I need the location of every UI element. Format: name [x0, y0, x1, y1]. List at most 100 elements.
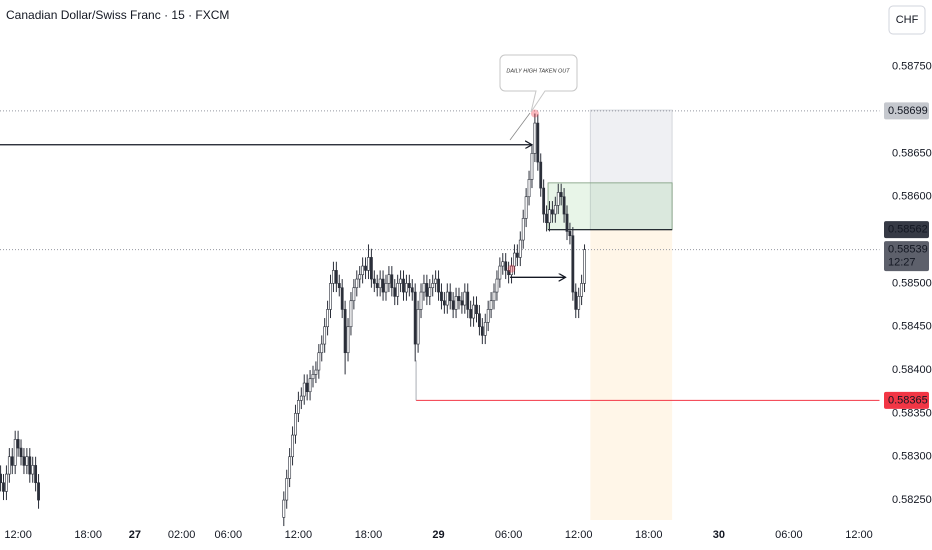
x-tick-label: 18:00 [74, 529, 102, 541]
candle-body [574, 291, 578, 310]
candle-body [536, 122, 540, 163]
candle-body [460, 300, 464, 306]
currency-button-label[interactable]: CHF [896, 14, 919, 26]
candle-body [5, 473, 8, 492]
candle-body [302, 382, 306, 397]
candle-body [2, 482, 5, 492]
x-tick-label: 12:00 [4, 529, 32, 541]
candle-body [530, 153, 534, 180]
candle-body [498, 265, 502, 280]
candle-body [28, 456, 32, 475]
candle-body [568, 231, 572, 237]
candle-body [486, 309, 490, 323]
candle-body [323, 326, 327, 345]
candle-body [305, 382, 309, 393]
candle-body [410, 287, 414, 293]
candle-body [478, 313, 481, 328]
candle-body [7, 456, 11, 475]
candle-body [527, 179, 531, 198]
candle-body [571, 235, 575, 293]
candle-body [0, 473, 2, 484]
candle-body [367, 257, 370, 271]
candle-body [510, 265, 513, 276]
x-tick-label: 18:00 [635, 529, 663, 541]
entry-tag-box [884, 221, 929, 239]
candle-body [533, 122, 537, 154]
candle-body [425, 283, 429, 297]
candle-body [352, 287, 356, 302]
candle-body [501, 261, 505, 267]
currency-button[interactable] [888, 5, 926, 35]
candle-body [326, 309, 329, 328]
candle-body [413, 291, 417, 345]
candle-body [282, 499, 286, 518]
candle-body [539, 161, 543, 189]
candle-body [504, 261, 508, 271]
candle-body [495, 278, 499, 293]
y-tick-label: 0.58300 [892, 451, 932, 463]
candle-body [580, 283, 584, 297]
candle-body [288, 456, 292, 479]
candle-body [445, 291, 449, 306]
y-tick-label: 0.58500 [892, 277, 932, 289]
candle-body [559, 192, 563, 198]
candle-body [483, 322, 487, 336]
candle-body [37, 482, 40, 501]
candle-body [562, 196, 566, 215]
marker [507, 264, 516, 273]
x-tick-label: 12:00 [845, 529, 873, 541]
y-tick-label: 0.58250 [892, 494, 932, 506]
candle-body [387, 274, 391, 284]
candle-body [565, 213, 569, 232]
candle-body [393, 287, 397, 297]
y-tick-label: 0.58600 [892, 191, 932, 203]
x-tick-label: 18:00 [355, 529, 383, 541]
y-tick-label: 0.58450 [892, 321, 932, 333]
callout-bubble [499, 54, 578, 113]
candle-body [369, 257, 373, 280]
candle-body [437, 278, 440, 293]
candle-body [13, 439, 17, 466]
candle-body [542, 187, 546, 215]
candle-body [384, 283, 388, 293]
last-price-tag: 0.58539 [888, 244, 928, 256]
candle-body [358, 274, 362, 280]
candle-body [428, 287, 432, 297]
callout-text: DAILY HIGH TAKEN OUT [506, 68, 570, 74]
candle-body [440, 291, 443, 302]
x-tick-label: 02:00 [168, 529, 196, 541]
candle-body [402, 278, 405, 293]
alert-tag-box [884, 391, 929, 409]
candle-body [454, 296, 458, 310]
candle-body [419, 291, 423, 310]
x-tick-label: 06:00 [775, 529, 803, 541]
candle-body [378, 278, 382, 289]
candle-body [513, 252, 516, 267]
candle-body [422, 283, 426, 293]
candle-body [548, 209, 551, 224]
x-tick-label: 12:00 [285, 529, 313, 541]
candle-layer [0, 113, 586, 527]
candle-body [285, 478, 289, 501]
countdown: 12:27 [888, 257, 916, 269]
candle-body [334, 270, 338, 284]
candle-body [329, 283, 332, 310]
y-tick-label: 0.58400 [892, 364, 932, 376]
callout: DAILY HIGH TAKEN OUT [499, 54, 578, 141]
candle-body [416, 309, 420, 345]
candle-body [311, 374, 315, 380]
candle-body [308, 378, 312, 393]
candle-body [337, 283, 341, 289]
x-tick-label: 06:00 [495, 529, 523, 541]
y-tick-label: 0.58750 [892, 61, 932, 73]
candle-body [469, 309, 473, 319]
candle-body [34, 465, 38, 484]
candle-body [355, 278, 359, 289]
candle-body [405, 283, 408, 293]
x-tick-label: 30 [713, 529, 725, 541]
candle-body [291, 434, 294, 458]
candle-body [320, 343, 324, 354]
order-block [547, 182, 673, 231]
